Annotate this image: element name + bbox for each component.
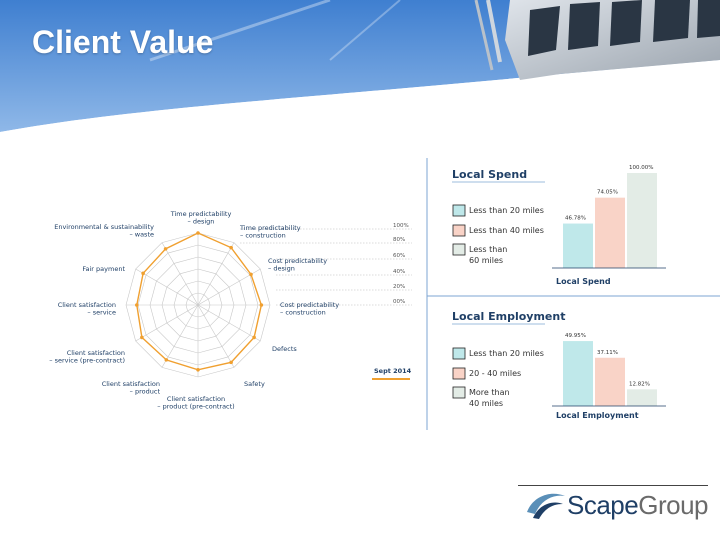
logo-brand: Scape	[567, 489, 639, 520]
radar-spoke	[197, 304, 235, 368]
local_employment-bar-label: 37.11%	[597, 350, 618, 356]
local_employment-title: Local Employment	[452, 310, 565, 323]
local_spend-legend-label: 60 miles	[469, 256, 503, 265]
radar-axis-label: Environmental & sustainability – waste	[54, 223, 154, 239]
local_spend-bar-label: 100.00%	[629, 165, 653, 171]
slide-title: Client Value	[32, 24, 214, 60]
local_employment-legend-swatch	[452, 347, 466, 360]
local_employment-bar-label: 49.95%	[565, 333, 586, 339]
radar-axis-label: Defects	[272, 345, 297, 353]
logo-wordmark: ScapeGroup	[567, 490, 708, 521]
local-employment-panel: Local Employment Less than 20 miles 20 - 4…	[452, 310, 666, 420]
local_spend-bar-label: 74.05%	[597, 190, 618, 196]
radar-point	[196, 368, 200, 372]
radar-axis-label: Cost predictability – construction	[280, 301, 339, 317]
radar-point	[229, 360, 233, 365]
radar-spoke	[197, 242, 235, 306]
local_employment-legend-swatch	[452, 367, 466, 380]
scale-label: 20%	[393, 284, 405, 290]
logo-group: Group	[638, 489, 708, 520]
local_employment-bar-label: 12.82%	[629, 381, 650, 387]
local_spend-legend-label: Less than 40 miles	[469, 226, 544, 235]
local_employment-bar	[595, 357, 625, 406]
radar-chart: 100% 80% 60% 40% 20% 00% Time predictability – …	[49, 210, 412, 411]
scale-label: 80%	[393, 237, 405, 243]
radar-spoke	[161, 242, 199, 306]
radar-point	[164, 358, 169, 362]
local_spend-bar	[627, 173, 657, 268]
scape-swoosh-icon	[527, 493, 565, 519]
local_spend-legend-swatch	[452, 204, 466, 217]
scape-group-logo: ScapeGroup	[525, 488, 708, 522]
local_spend-legend-label: Less than 20 miles	[469, 206, 544, 215]
local_spend-legend-swatch	[452, 243, 466, 256]
radar-point	[140, 335, 144, 340]
radar-point	[229, 245, 233, 250]
radar-axis-label: Safety	[244, 380, 265, 388]
local_spend-chart-label: Local Spend	[556, 277, 611, 286]
radar-axis-label: Client satisfaction – product	[102, 380, 161, 396]
radar-point	[249, 272, 253, 277]
local_employment-legend-label: More than	[469, 388, 510, 397]
radar-point	[135, 303, 139, 307]
radar-point	[196, 231, 200, 235]
radar-spoke	[135, 268, 199, 306]
radar-spoke	[197, 304, 261, 342]
radar-axis-label: Cost predictability – design	[268, 257, 327, 273]
radar-point	[141, 271, 145, 276]
radar-point	[259, 303, 264, 307]
radar-axis-label: Fair payment	[82, 265, 125, 273]
radar-axis-label: Client satisfaction – service (pre-contra…	[49, 349, 125, 365]
scale-label: 100%	[393, 223, 409, 229]
local_spend-legend-label: Less than	[469, 245, 507, 254]
local_employment-legend-swatch	[452, 386, 466, 399]
radar-spoke	[161, 304, 199, 368]
scale-label: 40%	[393, 269, 405, 275]
local_spend-title: Local Spend	[452, 168, 527, 181]
local_spend-legend-swatch	[452, 224, 466, 237]
radar-series-line	[136, 232, 263, 371]
radar-legend-label: Sept 2014	[374, 367, 412, 375]
radar-point	[163, 247, 168, 251]
local_employment-legend-label: 20 - 40 miles	[469, 369, 521, 378]
local_employment-legend-label: 40 miles	[469, 399, 503, 408]
radar-axis-label: Time predictability – design	[170, 210, 232, 226]
local_spend-bar	[563, 223, 593, 268]
local_employment-bar	[627, 389, 657, 406]
radar-spoke	[135, 304, 199, 342]
radar-axis-label: Time predictability – construction	[239, 224, 301, 240]
footer-rule	[518, 485, 708, 486]
local_employment-chart-label: Local Employment	[556, 411, 639, 420]
local-spend-panel: Local Spend Less than 20 miles Less than 4…	[452, 165, 666, 286]
radar-axis-label: Client satisfaction – service	[58, 301, 116, 317]
local_spend-bar-label: 46.78%	[565, 216, 586, 222]
local_employment-bar	[563, 341, 593, 406]
scale-label: 60%	[393, 253, 405, 259]
local_employment-legend-label: Less than 20 miles	[469, 349, 544, 358]
radar-point	[252, 335, 256, 340]
local_spend-bar	[595, 197, 625, 268]
scale-label: 00%	[393, 299, 405, 305]
radar-axis-label: Client satisfaction – product (pre-contra…	[157, 395, 234, 411]
header-banner-photo	[0, 0, 720, 135]
